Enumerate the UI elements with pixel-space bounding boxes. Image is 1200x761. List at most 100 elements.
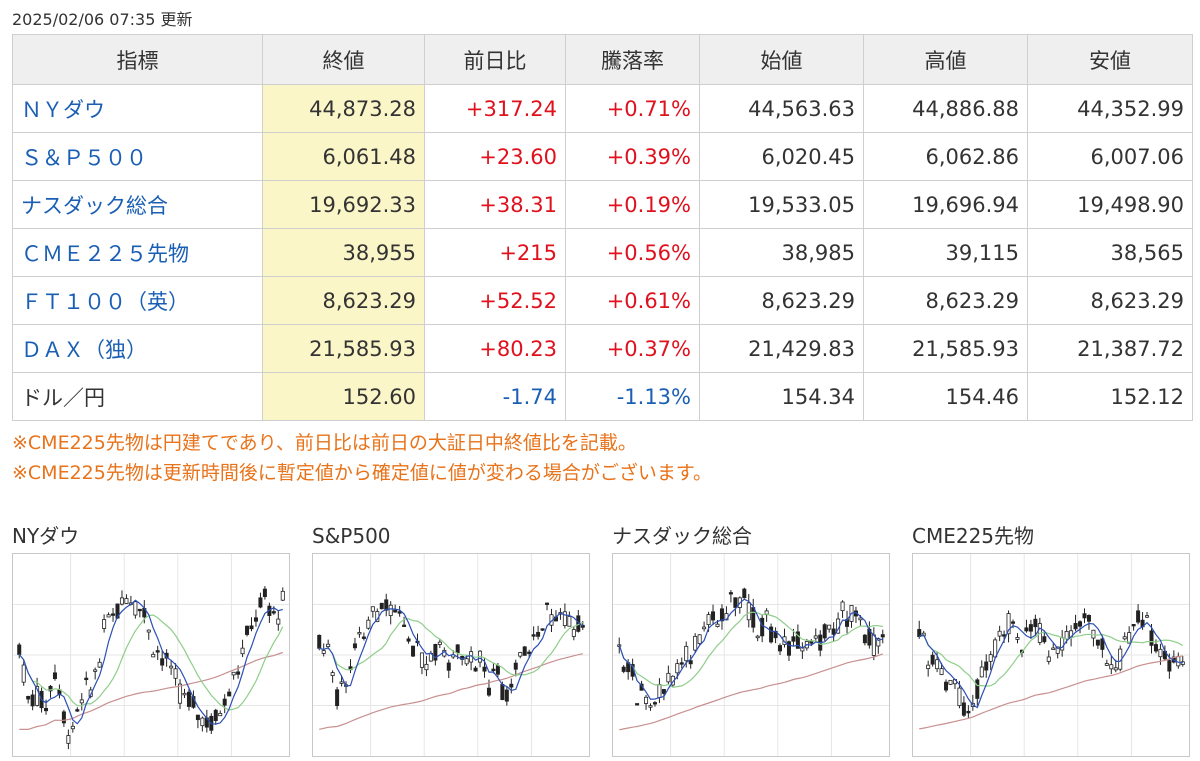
table-row: Ｓ＆Ｐ５００ 6,061.48 +23.60 +0.39% 6,020.45 6,062.… [12,132,1193,181]
chart-frame[interactable] [312,553,590,757]
cell-open: 44,563.63 [699,84,864,133]
candle-body [464,658,469,665]
cell-rate: -1.13% [565,372,700,421]
candle-body [352,643,357,649]
candle-body [406,638,411,642]
candle-body [1100,638,1105,650]
candle-body [388,604,393,616]
indicator-link[interactable]: ＤＡＸ（独） [21,337,147,362]
candle-body [21,664,26,683]
candle-body [271,611,276,614]
candle-body [984,661,989,671]
chart-frame[interactable] [912,553,1190,757]
candle-body [935,659,940,670]
chart-nasdaq[interactable]: ナスダック総合 [612,523,890,757]
cell-high: 21,585.93 [863,324,1028,373]
indicator-label: ドル／円 [21,385,105,410]
cell-low: 8,623.29 [1027,276,1193,325]
header-open: 始値 [699,34,864,85]
candle-body [580,624,585,628]
candle-body [509,683,514,688]
candle-body [746,602,751,621]
candle-body [433,644,438,661]
cell-open: 19,533.05 [699,180,864,229]
candle-body [831,628,836,635]
candle-body [728,592,733,595]
table-row: ドル／円 152.60 -1.74 -1.13% 154.34 154.46 152.12 [12,372,1193,421]
moving-average-mid [18,614,284,711]
indicator-link[interactable]: Ｓ＆Ｐ５００ [21,145,147,170]
chart-cme225[interactable]: CME225先物 [912,523,1190,757]
candle-body [1073,623,1078,630]
candle-body [1042,636,1047,643]
candle-body [531,634,536,637]
candle-body [948,679,953,685]
candle-body [957,687,962,707]
candle-body [1109,664,1114,670]
candle-body [397,611,402,614]
indicator-link[interactable]: ＣＭＥ２２５先物 [21,241,189,266]
candle-body [26,696,31,700]
note-line: ※CME225先物は更新時間後に暫定値から確定値に値が変わる場合がございます。 [12,462,712,484]
candle-body [1095,639,1100,646]
table-row: ＮＹダウ 44,873.28 +317.24 +0.71% 44,563.63 44,88… [12,84,1193,133]
candle-body [666,672,671,683]
candle-body [93,669,98,672]
moving-average-long [319,653,583,730]
candle-body [245,625,250,635]
candle-body [370,606,375,612]
candle-body [137,608,142,612]
cell-close: 19,692.33 [262,180,425,229]
candle-body [648,705,653,708]
candle-body [160,658,165,666]
chart-frame[interactable] [612,553,890,757]
candle-body [384,599,389,611]
cell-change: +215 [424,228,566,277]
candle-body [760,617,765,637]
candle-body [455,644,460,653]
candle-body [1158,648,1163,658]
candle-body [1064,631,1069,640]
cell-indicator: Ｓ＆Ｐ５００ [12,132,263,181]
chart-frame[interactable] [12,553,290,757]
chart-nydow[interactable]: NYダウ [12,523,290,757]
candle-body [782,636,787,645]
indicator-link[interactable]: ナスダック総合 [21,193,168,218]
cell-change: +317.24 [424,84,566,133]
candle-body [231,671,236,676]
cell-low: 19,498.90 [1027,180,1193,229]
candle-body [70,725,75,730]
candle-body [755,635,760,639]
candle-body [17,644,22,655]
candle-body [795,631,800,649]
moving-average-short [918,621,1183,709]
cell-open: 6,020.45 [699,132,864,181]
candle-body [961,702,966,716]
candle-body [715,623,720,627]
candle-body [124,598,129,604]
cell-high: 8,623.29 [863,276,1028,325]
candle-body [213,709,218,721]
cell-rate: +0.71% [565,84,700,133]
cell-high: 154.46 [863,372,1028,421]
candle-body [518,652,523,657]
candle-body [1078,621,1083,627]
candle-body [151,653,156,658]
candle-body [402,624,407,627]
candle-body [1131,624,1136,627]
candle-body [473,667,478,672]
candle-body [966,710,971,714]
candle-body [822,624,827,639]
candle-body [827,624,832,630]
chart-sp500[interactable]: S&P500 [312,523,590,757]
candle-body [411,645,416,657]
candle-body [357,632,362,635]
candle-body [1122,636,1127,640]
chart-title: ナスダック総合 [612,524,752,548]
indicator-link[interactable]: ＮＹダウ [21,97,105,122]
candle-body [486,687,491,696]
candle-body [1127,632,1132,644]
cell-close: 21,585.93 [262,324,425,373]
indicator-link[interactable]: ＦＴ１００（英） [21,289,189,314]
cell-indicator: ＦＴ１００（英） [12,276,263,325]
